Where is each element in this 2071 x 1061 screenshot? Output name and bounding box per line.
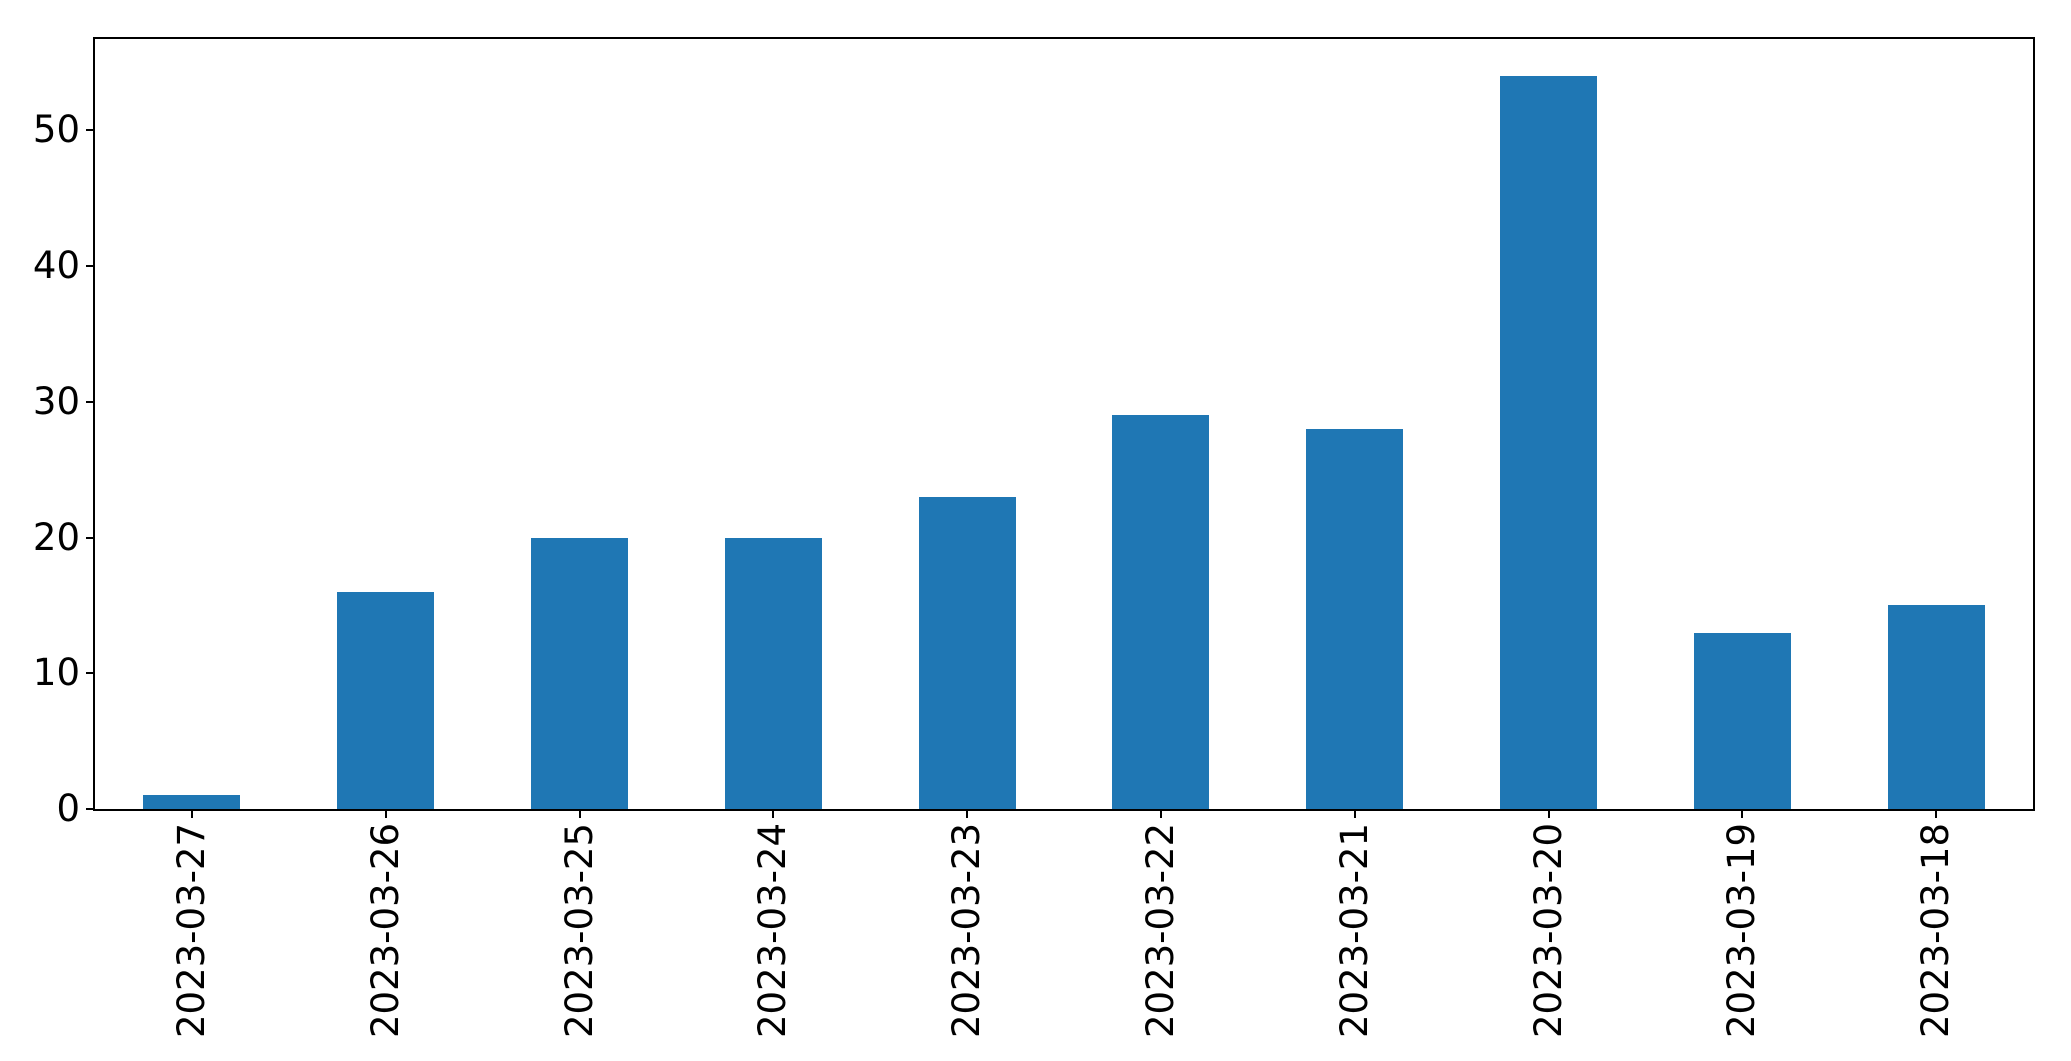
x-tick-label: 2023-03-24 — [751, 823, 795, 1039]
y-tick-mark — [86, 265, 95, 268]
x-tick-mark — [578, 809, 581, 818]
y-tick-mark — [86, 808, 95, 810]
y-tick-mark — [86, 400, 95, 403]
bar — [1112, 415, 1210, 809]
x-tick-mark — [1935, 809, 1938, 818]
x-tick-mark — [1741, 809, 1744, 818]
x-tick-mark — [1353, 809, 1356, 818]
bar — [1306, 429, 1404, 809]
bar — [1500, 76, 1597, 809]
y-tick-label: 10 — [32, 651, 80, 695]
x-tick-label: 2023-03-21 — [1332, 823, 1376, 1039]
bar — [1693, 632, 1791, 809]
bar — [143, 795, 241, 809]
y-tick-label: 40 — [32, 244, 80, 288]
y-tick-label: 0 — [56, 787, 80, 830]
y-tick-mark — [86, 672, 95, 675]
x-tick-mark — [772, 809, 775, 818]
bar — [724, 537, 822, 809]
x-tick-mark — [966, 809, 969, 818]
x-tick-label: 2023-03-19 — [1720, 823, 1764, 1039]
x-tick-label: 2023-03-20 — [1526, 823, 1570, 1039]
y-tick-mark — [86, 129, 95, 132]
x-tick-label: 2023-03-18 — [1914, 823, 1958, 1039]
plot-area: 0 10 20 30 40 50 2023-03-27 2023-03-26 2023-03-… — [33, 37, 2035, 1038]
y-tick-label: 20 — [32, 515, 80, 559]
x-tick-label: 2023-03-23 — [945, 823, 989, 1039]
y-tick-label: 50 — [32, 108, 80, 152]
y-tick-label: 30 — [32, 379, 80, 423]
bar — [918, 496, 1016, 809]
bar — [1887, 605, 1985, 809]
x-tick-label: 2023-03-27 — [169, 823, 213, 1039]
bar — [531, 537, 628, 809]
x-tick-label: 2023-03-25 — [557, 823, 601, 1039]
x-tick-mark — [384, 809, 387, 818]
y-tick-mark — [86, 536, 95, 539]
bar — [337, 591, 435, 809]
x-tick-mark — [190, 809, 193, 818]
x-tick-mark — [1547, 809, 1550, 818]
x-tick-mark — [1159, 809, 1162, 818]
x-tick-label: 2023-03-26 — [363, 823, 407, 1039]
x-tick-label: 2023-03-22 — [1138, 823, 1182, 1039]
